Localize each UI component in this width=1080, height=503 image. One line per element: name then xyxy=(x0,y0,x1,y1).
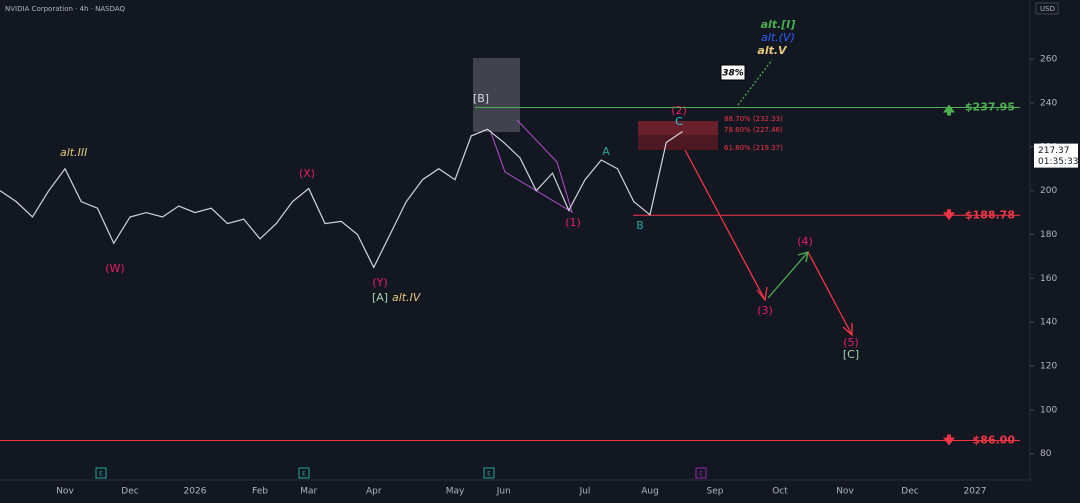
x-tick-label: Dec xyxy=(901,487,918,497)
wave-label: (Y) xyxy=(372,276,387,289)
y-tick-label: 260 xyxy=(1040,55,1057,65)
wave-label: [B] xyxy=(473,92,489,105)
fib-label: 78.60% (227.46) xyxy=(724,126,783,134)
percent-label: 38% xyxy=(722,69,744,79)
y-tick-label: 160 xyxy=(1040,274,1057,284)
arrow-head xyxy=(756,286,768,302)
x-tick-label: Apr xyxy=(366,487,382,497)
event-label: E xyxy=(99,471,103,478)
fib-label: 88.70% (232.33) xyxy=(724,115,783,123)
x-tick-label: Sep xyxy=(707,487,724,497)
level-arrow xyxy=(943,104,955,116)
wave-label: A xyxy=(602,145,610,158)
x-tick-label: Nov xyxy=(56,487,74,497)
event-icon xyxy=(95,467,107,479)
price-line xyxy=(0,128,683,269)
chart-title: NVIDIA Corporation · 4h · NASDAQ xyxy=(5,5,126,13)
projection-up xyxy=(767,251,809,299)
event-icon xyxy=(483,467,495,479)
wave-label: (X) xyxy=(299,167,315,180)
x-tick-label: Dec xyxy=(121,487,138,497)
x-tick-label: Jul xyxy=(579,487,591,497)
percent-box xyxy=(720,64,746,81)
wave-label: alt.(V) xyxy=(761,31,795,44)
level-label: $237.95 xyxy=(965,101,1015,114)
b-zone xyxy=(473,58,520,132)
wave-label: (5) xyxy=(843,336,859,349)
fib-zone-upper xyxy=(638,121,718,135)
currency: USD xyxy=(1040,5,1055,13)
wave-label: alt.IV xyxy=(392,291,422,304)
level-label: $86.00 xyxy=(973,434,1016,447)
y-tick-label: 240 xyxy=(1040,99,1057,109)
x-tick-label: 2027 xyxy=(964,487,987,497)
y-tick-label: 180 xyxy=(1040,230,1057,240)
arrow-head xyxy=(842,323,853,337)
x-tick-label: May xyxy=(446,487,465,497)
x-tick-label: Nov xyxy=(836,487,854,497)
event-label: E xyxy=(699,471,703,478)
event-icon xyxy=(298,467,310,479)
wave-label: [A] xyxy=(372,291,388,304)
event-icon xyxy=(695,467,707,479)
wave-label: alt.[I] xyxy=(761,18,796,31)
y-tick-label: 80 xyxy=(1040,449,1052,459)
y-tick-label: 120 xyxy=(1040,362,1057,372)
last-price: 217.37 xyxy=(1038,146,1070,156)
level-arrow xyxy=(943,209,955,221)
wave-label: alt.III xyxy=(60,146,87,159)
level-label: $188.78 xyxy=(965,208,1015,221)
wedge xyxy=(489,119,573,214)
event-label: E xyxy=(302,471,306,478)
projection-alt xyxy=(737,59,773,106)
wave-label: (W) xyxy=(105,262,124,275)
x-tick-label: Jun xyxy=(496,487,511,497)
event-label: E xyxy=(487,471,491,478)
y-tick-label: 140 xyxy=(1040,318,1057,328)
fib-zone-lower xyxy=(638,135,718,150)
fib-label: 61.80% (219.37) xyxy=(724,144,783,152)
wave-label: (4) xyxy=(797,235,813,248)
wave-label: (3) xyxy=(757,304,773,317)
x-tick-label: Feb xyxy=(252,487,268,497)
wave-label: (1) xyxy=(565,216,581,229)
wave-label: alt.V xyxy=(757,44,788,57)
y-tick-label: 200 xyxy=(1040,186,1057,196)
x-tick-label: Aug xyxy=(641,487,659,497)
events: E E E E xyxy=(95,467,707,479)
last-price-box xyxy=(1034,143,1078,168)
x-tick-label: Mar xyxy=(300,487,317,497)
wave-label: [C] xyxy=(843,348,859,361)
currency-box xyxy=(1035,2,1059,15)
level-arrow xyxy=(943,434,955,446)
x-tick-label: Oct xyxy=(772,487,788,497)
projection xyxy=(684,59,853,337)
projection-down xyxy=(684,149,766,301)
y-tick-label: 100 xyxy=(1040,405,1057,415)
wave-label: B xyxy=(636,219,644,232)
projection-down xyxy=(807,251,853,336)
x-tick-label: 2026 xyxy=(184,487,207,497)
countdown: 01:35:33 xyxy=(1038,157,1078,167)
wave-label: C xyxy=(675,115,683,128)
